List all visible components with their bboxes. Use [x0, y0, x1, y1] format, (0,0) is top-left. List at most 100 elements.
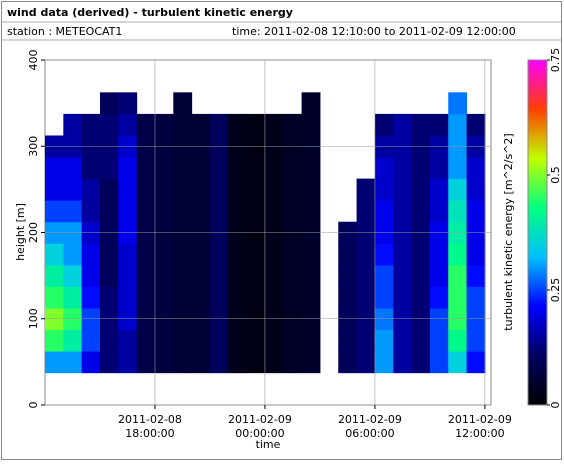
- heatmap-cell: [154, 178, 174, 201]
- heatmap-cell: [63, 264, 83, 287]
- heatmap-cell: [118, 178, 138, 201]
- heatmap-cell: [466, 178, 486, 201]
- x-tick-label: 2011-02-09: [228, 413, 292, 426]
- heatmap-cell: [411, 178, 431, 201]
- x-tick-label: 2011-02-08: [118, 413, 182, 426]
- heatmap-cell: [283, 113, 303, 136]
- heatmap-cell: [99, 329, 119, 352]
- heatmap-cell: [45, 200, 64, 223]
- heatmap-cell: [393, 157, 413, 180]
- heatmap-cell: [136, 329, 156, 352]
- heatmap-cell: [283, 157, 303, 180]
- heatmap-cell: [246, 178, 266, 201]
- heatmap-cell: [209, 329, 229, 352]
- heatmap-cell: [81, 329, 101, 352]
- heatmap-cell: [81, 264, 101, 287]
- heatmap-cell: [154, 200, 174, 223]
- x-tick-label: 12:00:00: [455, 427, 504, 440]
- heatmap-cell: [429, 286, 449, 309]
- heatmap-cell: [45, 264, 64, 287]
- heatmap-cell: [154, 113, 174, 136]
- y-tick-label: 400: [27, 50, 40, 71]
- heatmap-cell: [118, 200, 138, 223]
- heatmap-cell: [338, 264, 358, 287]
- heatmap-cell: [191, 200, 211, 223]
- heatmap-cell: [466, 200, 486, 223]
- heatmap-cell: [136, 264, 156, 287]
- heatmap-cell: [228, 113, 248, 136]
- heatmap-cell: [63, 178, 83, 201]
- colorbar-tick-label: 0.75: [549, 48, 562, 73]
- heatmap-cell: [136, 178, 156, 201]
- colorbar: [527, 59, 548, 406]
- heatmap-cell: [154, 243, 174, 266]
- heatmap-cell: [264, 113, 284, 136]
- heatmap-cell: [99, 113, 119, 136]
- heatmap-cell: [429, 157, 449, 180]
- heatmap-cell: [301, 200, 321, 223]
- heatmap-cell: [448, 351, 468, 374]
- heatmap-cell: [173, 178, 193, 201]
- heatmap-cell: [136, 200, 156, 223]
- heatmap-cell: [264, 243, 284, 266]
- heatmap-cell: [429, 351, 449, 374]
- heatmap-cell: [191, 243, 211, 266]
- heatmap-cell: [374, 113, 394, 136]
- heatmap-cell: [191, 157, 211, 180]
- heatmap-cell: [429, 243, 449, 266]
- heatmap-cell: [154, 264, 174, 287]
- heatmap-cell: [228, 329, 248, 352]
- heatmap-cell: [374, 264, 394, 287]
- heatmap-cell: [99, 351, 119, 374]
- heatmap-cell: [374, 351, 394, 374]
- heatmap-cell: [45, 351, 64, 374]
- heatmap-cell: [393, 243, 413, 266]
- heatmap-cell: [264, 178, 284, 201]
- heatmap-cell: [356, 200, 376, 223]
- heatmap-cell: [429, 329, 449, 352]
- heatmap-cell: [374, 200, 394, 223]
- heatmap-cell: [264, 329, 284, 352]
- y-tick-label: 200: [27, 222, 40, 243]
- x-tick-label: 06:00:00: [345, 427, 394, 440]
- heatmap-cell: [45, 178, 64, 201]
- colorbar-tick-label: 0.5: [549, 166, 562, 184]
- heatmap-cell: [63, 157, 83, 180]
- heatmap-cell: [45, 157, 64, 180]
- x-tick-label: 2011-02-09: [448, 413, 512, 426]
- heatmap-cell: [411, 351, 431, 374]
- station: station : METEOCAT1: [7, 25, 122, 38]
- heatmap-cell: [374, 329, 394, 352]
- heatmap-cell: [393, 351, 413, 374]
- heatmap-cell: [301, 264, 321, 287]
- heatmap-cell: [173, 329, 193, 352]
- heatmap-cell: [466, 113, 486, 136]
- heatmap-cell: [228, 243, 248, 266]
- heatmap-cell: [173, 243, 193, 266]
- heatmap-cell: [448, 92, 468, 115]
- chart-title: wind data (derived) - turbulent kinetic …: [7, 6, 293, 19]
- heatmap-cell: [154, 157, 174, 180]
- heatmap-cell: [246, 351, 266, 374]
- heatmap-cell: [118, 264, 138, 287]
- heatmap-cell: [209, 113, 229, 136]
- heatmap-cell: [228, 178, 248, 201]
- heatmap-cell: [118, 92, 138, 115]
- heatmap-cell: [118, 113, 138, 136]
- colorbar-tick-label: 0.25: [549, 278, 562, 303]
- heatmap-cell: [136, 157, 156, 180]
- heatmap-cell: [45, 286, 64, 309]
- heatmap-cell: [99, 243, 119, 266]
- heatmap-cell: [448, 286, 468, 309]
- heatmap-cell: [246, 264, 266, 287]
- heatmap-cell: [411, 157, 431, 180]
- heatmap-cell: [191, 351, 211, 374]
- heatmap-cell: [429, 178, 449, 201]
- heatmap-cell: [173, 113, 193, 136]
- heatmap-cell: [99, 157, 119, 180]
- heatmap-cell: [81, 286, 101, 309]
- heatmap-cell: [466, 329, 486, 352]
- x-tick-label: 00:00:00: [235, 427, 284, 440]
- heatmap-cell: [209, 264, 229, 287]
- heatmap-cell: [283, 351, 303, 374]
